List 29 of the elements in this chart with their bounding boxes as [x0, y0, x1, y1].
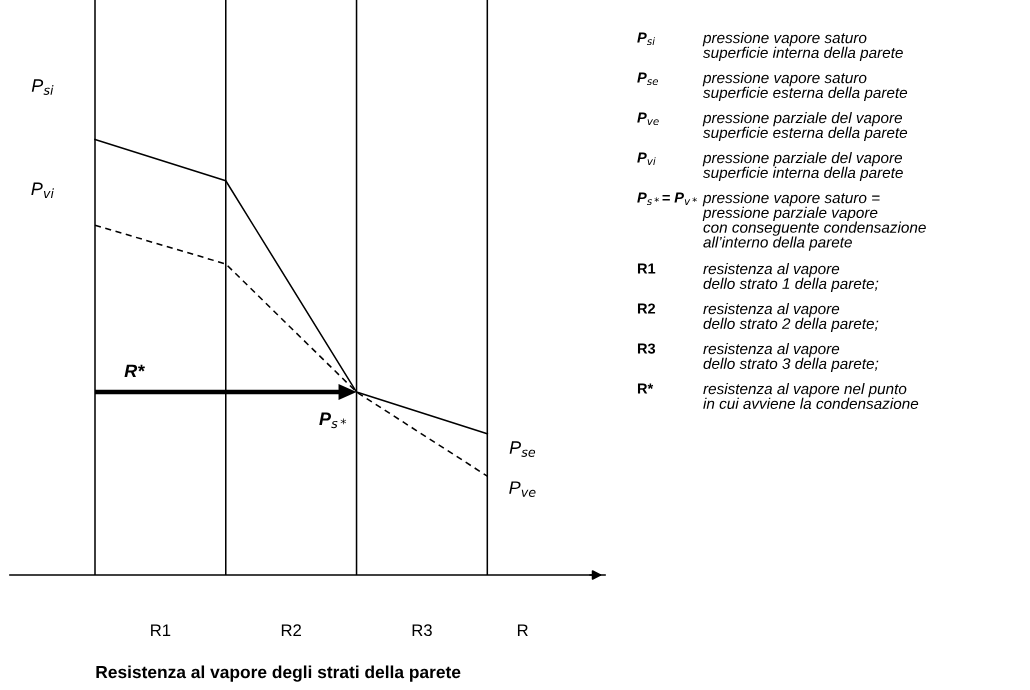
text: pressione vapore saturo = pressione parziale vapore con conseguente condensazione all’interno della parete — [702, 192, 926, 251]
text: P$_{vi}$ — [637, 152, 656, 165]
text: pressione vapore saturo superficie interna della parete — [702, 32, 903, 62]
annotation: P$_{se}$ — [509, 441, 536, 457]
text: R1 — [151, 624, 171, 636]
text: R* — [637, 383, 654, 394]
text: resistenza al vapore dello strato 2 della parete; — [703, 303, 879, 333]
text: R3 — [412, 624, 432, 637]
annotation: P$_{s*}$ — [319, 412, 347, 429]
text: R1 — [637, 263, 656, 274]
text: resistenza al vapore nel punto in cui avviene la condensazione — [703, 383, 919, 410]
text: P$_{si}$ — [31, 79, 54, 95]
text: R2 — [281, 624, 301, 636]
text: resistenza al vapore dello strato 3 della parete; — [703, 343, 879, 373]
text: P$_{ve}$ — [637, 112, 659, 126]
text: pressione parziale del vapore superficie esterna della parete — [702, 112, 908, 142]
text: pressione vapore saturo superficie esterna della parete — [702, 72, 908, 102]
text: R3 — [637, 343, 656, 354]
text: Resistenza al vapore degli strati della parete — [96, 665, 461, 682]
annotation: R* — [124, 364, 145, 378]
text: pressione parziale del vapore superficie interna della parete — [702, 152, 903, 182]
text: P$_{se}$ — [637, 72, 659, 86]
text: P$_{s*}$= P$_{v*}$ — [637, 192, 697, 206]
annotation: P$_{vi}$ — [31, 182, 54, 198]
annotation: P$_{ve}$ — [509, 481, 536, 497]
text: R2 — [637, 303, 656, 314]
text: resistenza al vapore dello strato 1 della parete; — [703, 263, 879, 293]
text: P$_{si}$ — [637, 32, 655, 46]
text: R — [517, 624, 528, 636]
